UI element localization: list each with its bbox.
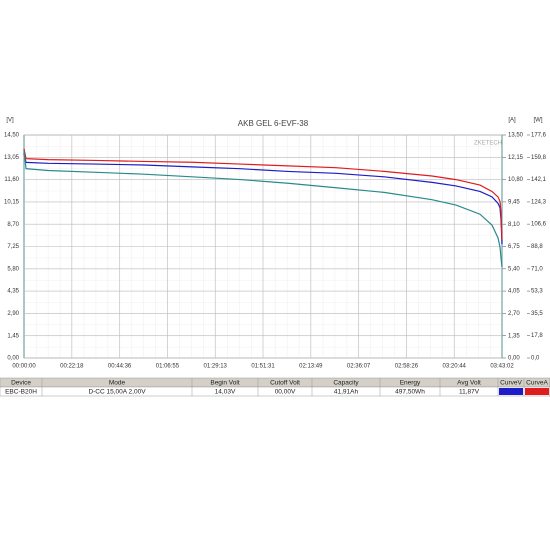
table-header-cell: Capacity <box>333 380 359 387</box>
series-line <box>23 153 503 245</box>
y2-tick-label: 6,75 <box>508 244 520 250</box>
y3-axis-label: [W] <box>534 118 543 124</box>
table-cell: 41,91Ah <box>334 389 359 396</box>
y2-tick-label: 5,40 <box>508 266 520 272</box>
y2-tick-label: 10,80 <box>508 177 524 183</box>
x-tick-label: 02:36:07 <box>347 364 371 370</box>
y-tick-label: 11,60 <box>4 177 19 183</box>
x-tick-label: 00:22:18 <box>60 364 84 370</box>
y-tick-label: 4,35 <box>7 289 19 295</box>
y3-tick-label: 0,0 <box>531 356 540 362</box>
y-tick-label: 13,05 <box>4 155 20 161</box>
y-tick-label: 7,25 <box>7 244 19 250</box>
curve-swatch <box>499 388 523 395</box>
x-tick-label: 01:06:55 <box>156 364 180 370</box>
y2-tick-label: 12,15 <box>508 155 524 161</box>
table-header-cell: Cutoff Volt <box>270 380 300 387</box>
x-tick-label: 02:58:26 <box>395 364 419 370</box>
y-tick-label: 0,00 <box>7 356 19 362</box>
y3-tick-label: 142,1 <box>531 177 547 183</box>
table-cell: EBC-B20H <box>5 389 37 396</box>
y-tick-label: 10,15 <box>4 199 20 205</box>
y-tick-label: 8,70 <box>7 222 19 228</box>
x-tick-label: 03:20:44 <box>443 364 467 370</box>
y2-tick-label: 13,50 <box>508 133 524 139</box>
table-header-cell: Begin Volt <box>210 380 239 387</box>
table-cell: D-CC 15,00A 2,00V <box>88 389 146 396</box>
y3-tick-label: 124,3 <box>531 200 547 206</box>
table-cell: 497,50Wh <box>395 389 425 396</box>
table-cell: 14,03V <box>215 389 236 396</box>
y3-tick-label: 106,6 <box>531 222 547 228</box>
chart-title: AKB GEL 6-EVF-38 <box>238 119 309 128</box>
curve-swatch <box>525 388 549 395</box>
y-tick-label: 14,50 <box>4 133 20 139</box>
table-header-cell: Energy <box>400 380 421 387</box>
table-cell: 00,00V <box>275 389 296 396</box>
y3-tick-label: 53,3 <box>531 289 543 295</box>
y-tick-label: 5,80 <box>7 266 19 272</box>
y3-tick-label: 35,5 <box>531 311 543 317</box>
y2-tick-label: 9,45 <box>508 199 520 205</box>
y3-tick-label: 71,0 <box>531 266 543 272</box>
y-axis-label: [V] <box>6 118 14 124</box>
summary-table: Device Mode Begin Volt Cutoff Volt Capacity E… <box>0 377 550 397</box>
series-line <box>23 150 503 268</box>
y2-axis-label: [A] <box>508 118 516 124</box>
watermark: ZKETECH <box>474 141 502 147</box>
table-header-cell: Avg Volt <box>457 380 481 387</box>
y-tick-label: 2,90 <box>7 311 19 317</box>
y3-tick-label: 159,8 <box>531 155 547 161</box>
series-line <box>23 148 503 240</box>
table-header-cell: Mode <box>109 380 126 387</box>
table-header-cell: CurveA <box>526 380 548 387</box>
table-header-cell: Device <box>11 380 31 387</box>
y-tick-label: 1,45 <box>7 333 19 339</box>
x-tick-label: 03:43:02 <box>490 364 514 370</box>
y2-tick-label: 1,35 <box>508 333 520 339</box>
x-tick-label: 01:51:31 <box>251 364 275 370</box>
y2-tick-label: 2,70 <box>508 311 520 317</box>
y3-tick-label: 17,8 <box>531 333 543 339</box>
x-tick-label: 00:00:00 <box>12 364 36 370</box>
x-tick-label: 02:13:49 <box>299 364 323 370</box>
x-tick-label: 01:29:13 <box>204 364 228 370</box>
y2-tick-label: 4,05 <box>508 289 520 295</box>
table-row <box>0 386 550 397</box>
table-cell: 11,87V <box>459 389 480 396</box>
y2-tick-label: 8,10 <box>508 222 520 228</box>
y2-tick-label: 0,00 <box>508 356 520 362</box>
x-tick-label: 00:44:36 <box>108 364 132 370</box>
table-header-cell: CurveV <box>500 380 522 387</box>
y3-tick-label: 88,8 <box>531 244 543 250</box>
y3-tick-label: 177,6 <box>531 133 547 139</box>
